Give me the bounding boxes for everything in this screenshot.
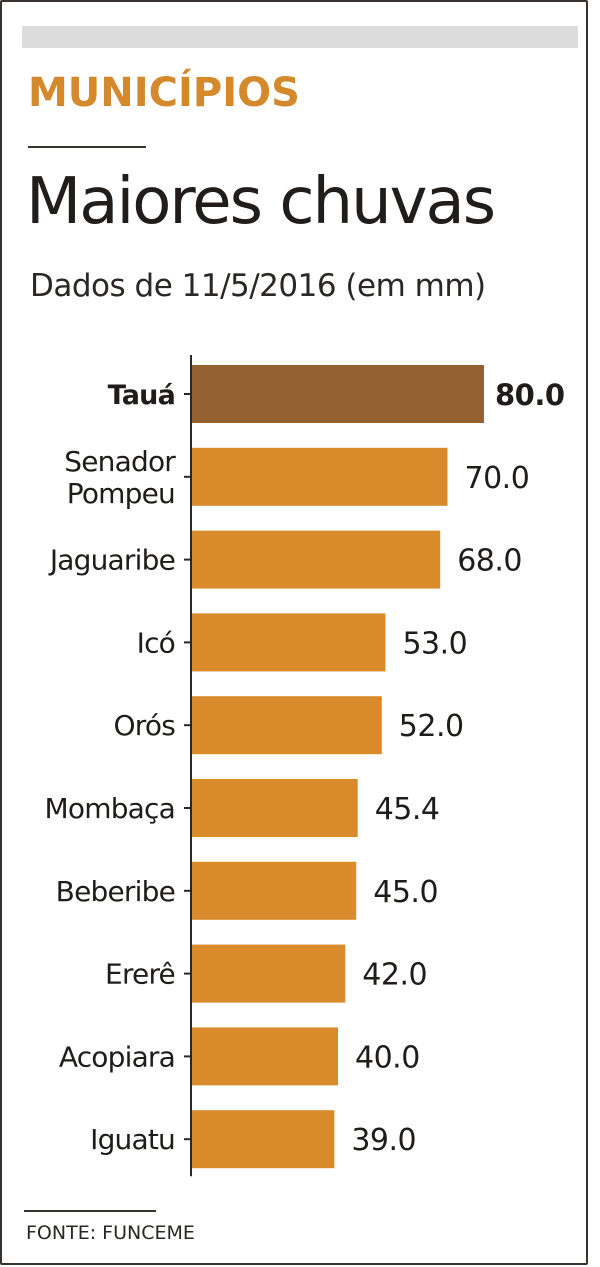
category-label: Beberibe — [56, 875, 175, 908]
value-label: 68.0 — [457, 544, 522, 579]
kicker-divider — [28, 146, 146, 148]
value-label: 53.0 — [402, 626, 467, 661]
bar-3 — [192, 613, 386, 672]
bar-7 — [192, 944, 346, 1003]
bar-5 — [192, 779, 358, 837]
chart-title: Maiores chuvas — [26, 165, 496, 239]
category-label: Senador Pompeu — [64, 445, 176, 510]
chart-subtitle: Dados de 11/5/2016 (em mm) — [30, 268, 486, 304]
bar-chart: Tauá 80.0 Senador Pompeu 70.0 Jaguaribe 68.0 Ic… — [45, 355, 565, 1177]
value-label: 52.0 — [399, 709, 464, 744]
top-bar — [22, 26, 578, 48]
bar-1 — [192, 447, 448, 506]
section-kicker: MUNICÍPIOS — [28, 70, 300, 116]
bar-0 — [192, 365, 484, 423]
bar-8 — [192, 1027, 338, 1086]
category-label: Tauá — [108, 380, 175, 411]
bar-2 — [192, 530, 441, 589]
source-note: FONTE: FUNCEME — [26, 1222, 195, 1244]
value-label: 39.0 — [351, 1123, 416, 1158]
bar-9 — [192, 1110, 335, 1169]
category-label: Ererê — [105, 958, 175, 991]
value-label: 80.0 — [495, 378, 565, 412]
source-divider — [24, 1210, 156, 1212]
bar-6 — [192, 861, 357, 920]
category-label: Orós — [114, 709, 176, 742]
category-label: Acopiara — [59, 1040, 175, 1073]
category-label: Icó — [137, 626, 175, 659]
value-label: 40.0 — [355, 1040, 420, 1075]
value-label: 70.0 — [465, 461, 530, 496]
value-label: 45.4 — [375, 792, 440, 827]
category-label: Jaguaribe — [48, 544, 175, 577]
category-label: Iguatu — [90, 1123, 175, 1156]
value-label: 45.0 — [373, 875, 438, 910]
bar-4 — [192, 696, 382, 755]
value-label: 42.0 — [362, 958, 427, 993]
category-label: Mombaça — [45, 792, 175, 825]
